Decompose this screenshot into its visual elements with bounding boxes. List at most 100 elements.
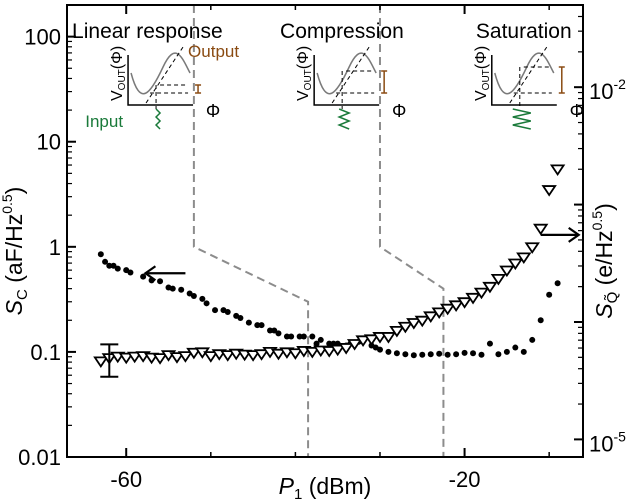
left-axis-arrowhead [143, 265, 157, 282]
data-point-triangle [287, 348, 304, 360]
y-right-tick-label: 10-5 [589, 428, 626, 456]
data-point-dot [546, 291, 553, 298]
inset-y-label: VOUT(Φ) [473, 46, 492, 101]
boundary-layer [192, 5, 445, 457]
inset-input-signal [154, 108, 162, 130]
inset-axes [127, 55, 194, 106]
data-point-triangle [423, 311, 439, 323]
labels-layer: -60 -20 100 10 1 0.1 0.01 10-2 10-5 Linear respon… [0, 20, 626, 500]
region-label: Compression [280, 20, 404, 43]
data-point-dot [203, 300, 210, 307]
inset-3: VOUT(Φ) Φ [473, 46, 584, 130]
data-point-triangle [321, 346, 337, 358]
x-tick-label: -20 [449, 467, 481, 492]
inset-x-label: Φ [206, 101, 220, 121]
data-point-triangle [338, 343, 354, 355]
series-dot [97, 251, 561, 359]
inset-2: VOUT(Φ) Φ [295, 46, 406, 130]
data-point-dot [102, 258, 109, 265]
data-point-dot [254, 322, 261, 329]
data-point-dot [410, 352, 417, 359]
data-point-dot [470, 350, 477, 357]
data-point-dot [300, 333, 307, 340]
data-point-triangle [177, 351, 194, 363]
data-point-dot [296, 333, 303, 340]
inset-input-label: Input [85, 112, 123, 131]
x-tick-label: -60 [110, 467, 142, 492]
data-point-triangle [152, 353, 168, 365]
data-point-triangle [169, 352, 185, 364]
y-left-tick-label: 100 [24, 25, 61, 50]
data-point-dot [97, 251, 104, 258]
right-axis-arrowhead [568, 226, 581, 243]
data-point-triangle [186, 347, 202, 360]
inset-response-curve [494, 52, 555, 95]
data-point-triangle [524, 242, 540, 254]
data-point-triangle [473, 287, 490, 300]
data-point-triangle [389, 325, 405, 338]
data-point-triangle [304, 346, 320, 359]
data-point-triangle [346, 339, 363, 351]
data-point-triangle [541, 185, 557, 197]
inset-x-label: Φ [570, 101, 584, 121]
inset-y-label: VOUT(Φ) [295, 46, 314, 101]
inset-response-curve [316, 52, 377, 95]
data-point-dot [178, 286, 185, 293]
data-point-dot [271, 327, 278, 334]
data-point-dot [212, 307, 219, 314]
data-point-dot [288, 333, 295, 340]
y-left-tick-label: 1 [49, 235, 61, 260]
series-layer [93, 164, 566, 378]
data-point-dot [237, 315, 244, 322]
data-point-triangle [439, 303, 456, 316]
data-point-dot [114, 265, 121, 272]
inset-x-label: Φ [392, 101, 406, 121]
x-axis-label: P1 (dBm) [279, 473, 372, 500]
insets-layer: VOUT(Φ) Φ Output Input VOUT(Φ) Φ VOUT(Φ) Φ [85, 42, 584, 131]
data-point-dot [317, 336, 324, 343]
series-triangle-down [93, 164, 566, 368]
data-point-triangle [499, 265, 515, 278]
inset-output-label: Output [188, 42, 239, 61]
inset-slope-line [509, 46, 548, 104]
data-point-triangle [490, 273, 507, 286]
data-point-triangle [363, 334, 380, 346]
data-point-triangle [330, 344, 346, 357]
data-point-dot [393, 350, 400, 357]
data-point-dot [283, 333, 290, 340]
data-point-triangle [482, 281, 498, 294]
data-point-dot [486, 340, 493, 347]
data-point-dot [127, 269, 134, 276]
data-point-dot [427, 351, 434, 358]
region-label: Linear response [72, 20, 223, 43]
data-point-dot [419, 351, 426, 358]
data-point-triangle [406, 318, 422, 330]
data-point-triangle [456, 297, 473, 309]
data-point-triangle [533, 223, 549, 236]
data-point-dot [503, 348, 510, 355]
data-point-dot [461, 349, 468, 356]
data-point-dot [224, 308, 231, 315]
data-point-triangle [126, 351, 143, 364]
data-point-triangle [380, 332, 397, 344]
inset-input-signal [512, 108, 531, 130]
data-point-dot [376, 346, 383, 353]
data-point-triangle [465, 292, 481, 305]
data-point-dot [106, 262, 113, 269]
data-point-dot [140, 273, 147, 280]
y-left-tick-label: 0.1 [30, 340, 61, 365]
axes-layer [66, 4, 584, 458]
data-point-dot [554, 280, 561, 287]
data-point-triangle [431, 307, 447, 319]
inset-slope-line [331, 46, 370, 104]
y-left-axis-label: SC (aF/Hz0.5) [0, 187, 31, 316]
y-left-tick-label: 0.01 [18, 445, 61, 470]
y-right-axis-label: SQ̃ (e/Hz0.5) [589, 203, 621, 319]
data-point-triangle [516, 252, 532, 265]
data-point-dot [309, 333, 316, 340]
data-point-dot [520, 348, 527, 355]
inset-1: VOUT(Φ) Φ Output Input [85, 42, 239, 131]
data-point-dot [453, 351, 460, 358]
inset-axes [491, 55, 557, 106]
